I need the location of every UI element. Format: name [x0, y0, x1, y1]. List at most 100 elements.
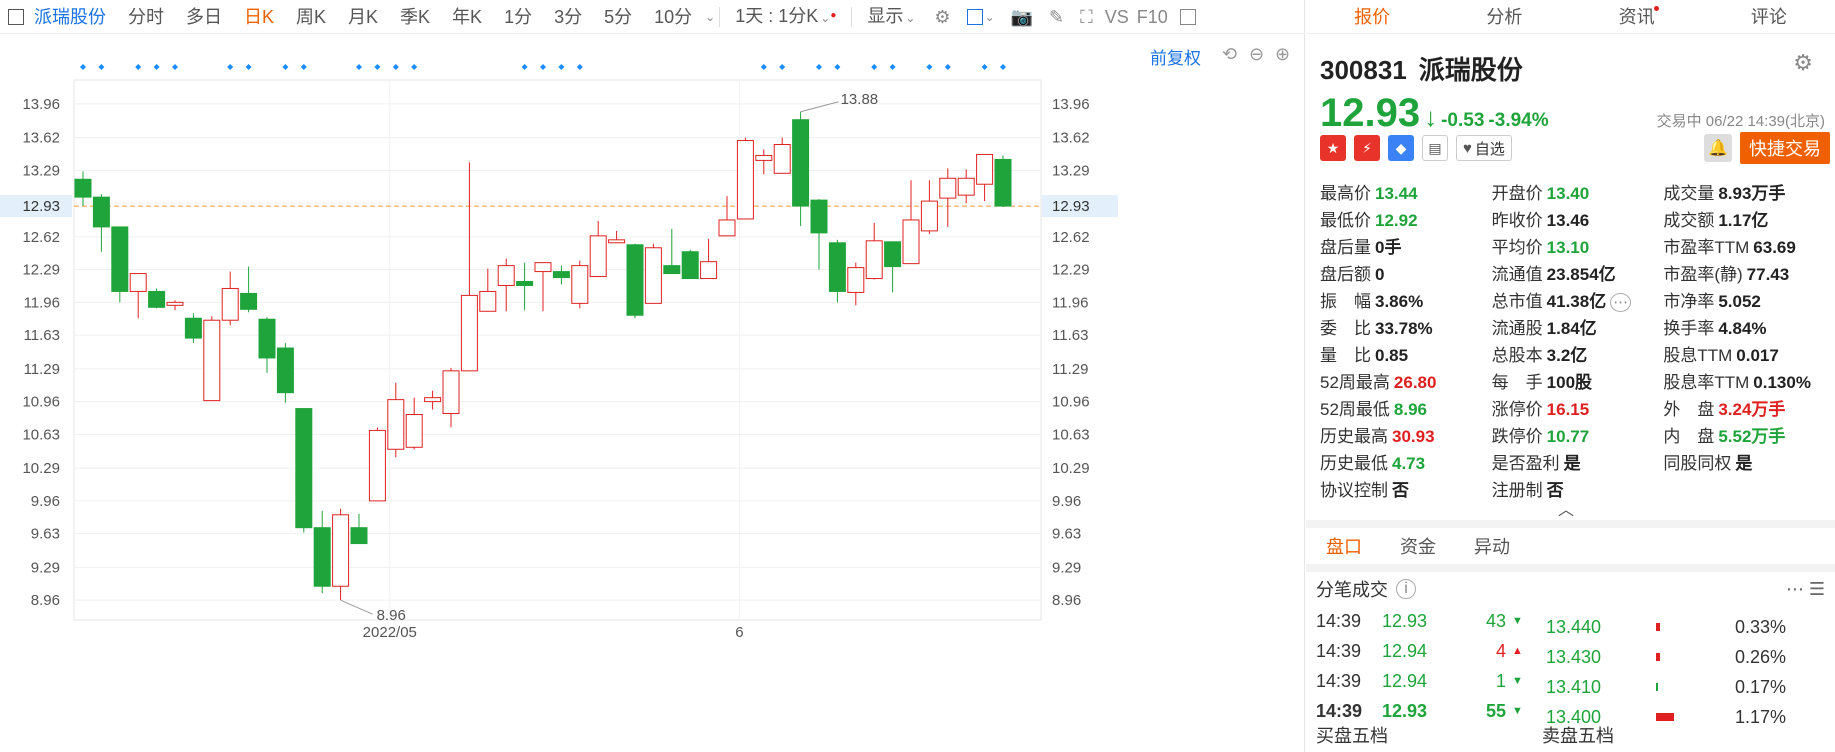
y-tick-label-left: 10.63: [22, 426, 60, 443]
pencil-icon[interactable]: ✎: [1049, 6, 1065, 27]
tab-analysis[interactable]: 分析: [1438, 0, 1570, 33]
event-marker: [521, 64, 528, 70]
toolbar-item-monthly-k[interactable]: 月K: [348, 6, 379, 27]
buy-book-title: 买盘五档: [1316, 726, 1388, 746]
stat-value: 12.92: [1375, 211, 1418, 230]
candle-body: [663, 265, 681, 275]
vs-button[interactable]: VS: [1104, 6, 1129, 27]
candle-body: [387, 399, 405, 450]
zoom-out-icon[interactable]: ⊖: [1249, 44, 1265, 64]
stat-cell: 涨停价 16.15: [1492, 395, 1664, 420]
stat-key: 流通股: [1491, 319, 1543, 338]
info-icon[interactable]: i: [1396, 579, 1416, 599]
depth-bar: [1656, 623, 1660, 631]
current-price-badge-left: [0, 195, 72, 218]
period-select[interactable]: 1天 : 1分K ⌄●: [724, 0, 847, 35]
undo-icon[interactable]: ⟲: [1222, 44, 1238, 64]
y-tick-label-left: 12.62: [22, 229, 60, 246]
toolbar-item-weekly-k[interactable]: 周K: [296, 6, 327, 27]
price-row: 12.93 ↓ -0.53 -3.94% 交易中 06/22 14:39(北京): [1320, 91, 1825, 136]
stat-cell: 振 幅 3.86%: [1320, 287, 1492, 312]
toolbar-item-10min[interactable]: 10分: [654, 6, 693, 27]
candle-body: [240, 292, 258, 310]
toolbar-item-intraday[interactable]: 分时: [128, 6, 164, 27]
event-marker: [227, 64, 234, 70]
y-tick-label-right: 11.96: [1052, 294, 1088, 311]
settings-gear-icon[interactable]: ⚙: [1793, 50, 1813, 75]
tick-price: 12.94: [1382, 670, 1428, 691]
toolbar-item-multiday[interactable]: 多日: [186, 6, 222, 27]
y-tick-label-left: 13.62: [22, 130, 60, 147]
y-tick-label-right: 12.62: [1052, 229, 1090, 246]
tab-news[interactable]: 资讯: [1571, 0, 1703, 33]
stat-value: 是: [1735, 454, 1753, 473]
y-tick-label-right: 12.29: [1052, 262, 1090, 279]
tick-time: 14:39: [1316, 610, 1362, 631]
chevron-down-icon[interactable]: ⌄: [705, 9, 716, 24]
y-tick-label-left: 8.96: [31, 592, 60, 609]
y-tick-label-left: 11.96: [24, 294, 60, 311]
tick-volume: 4: [1495, 640, 1506, 661]
gear-icon[interactable]: ⚙: [934, 6, 951, 27]
bookmark-icon[interactable]: ▤: [1422, 135, 1448, 161]
stat-value: 23.854亿: [1546, 265, 1616, 284]
candle-body: [920, 200, 938, 232]
stat-key: 历史最高: [1320, 427, 1388, 446]
more-icon[interactable]: ⋯: [1610, 293, 1632, 312]
camera-icon[interactable]: 📷: [1010, 6, 1034, 27]
quick-trade-button[interactable]: 快捷交易: [1740, 132, 1830, 164]
candlestick-chart[interactable]: 13.9613.9613.6213.6213.2913.2912.9612.96…: [0, 62, 1305, 752]
y-tick-label-right: 8.96: [1052, 592, 1081, 609]
restore-rights-toggle[interactable]: 前复权: [1150, 49, 1201, 68]
y-tick-label-right: 13.29: [1052, 162, 1090, 179]
chevron-down-icon: ⌄: [905, 10, 916, 25]
more-icon[interactable]: ⋯ ☰: [1785, 578, 1825, 599]
event-marker: [834, 64, 841, 70]
stat-value: 10.77: [1546, 427, 1590, 446]
stat-cell: [1663, 479, 1835, 499]
stat-value: 5.52万手: [1718, 427, 1786, 446]
chart-panel: 派瑞股份 分时 多日 日K 周K 月K 季K 年K 1分 3分 5分 10分 ⌄…: [0, 0, 1305, 752]
depth-bar: [1656, 683, 1658, 691]
add-watchlist-button[interactable]: ♥ 自选: [1456, 135, 1512, 161]
stat-cell: 委 比 33.78%: [1320, 314, 1492, 339]
toolbar-item-3min[interactable]: 3分: [554, 6, 583, 27]
tab-fund-flow[interactable]: 资金: [1400, 537, 1436, 557]
y-tick-label-left: 11.29: [24, 361, 60, 378]
toolbar-item-1min[interactable]: 1分: [504, 6, 533, 27]
toolbar-item-quarterly-k[interactable]: 季K: [400, 6, 431, 27]
toolbar-item-yearly-k[interactable]: 年K: [452, 6, 483, 27]
toolbar-item-5min[interactable]: 5分: [604, 6, 633, 27]
fullscreen-icon[interactable]: ⛶: [1080, 6, 1093, 27]
toolbar-item-daily-k[interactable]: 日K: [244, 6, 275, 27]
square-outline-icon[interactable]: ⌄: [959, 0, 1003, 34]
y-tick-label-right: 10.96: [1052, 394, 1090, 411]
stats-row: 振 幅 3.86% 总市值 41.38亿 ⋯ 市净率 5.052: [1320, 286, 1835, 313]
sidebar-toggle-icon[interactable]: [8, 8, 24, 25]
y-tick-label-left: 9.63: [31, 526, 60, 543]
lightning-icon[interactable]: ⚡: [1354, 135, 1380, 161]
stats-row: 量 比 0.85 总股本 3.2亿 股息TTM 0.017: [1320, 340, 1835, 367]
f10-button[interactable]: F10: [1136, 6, 1168, 27]
event-marker: [392, 64, 399, 70]
depth-pct: 0.26%: [1734, 646, 1786, 667]
candle-body: [221, 287, 239, 321]
chevron-up-icon[interactable]: ︿: [1558, 502, 1575, 519]
stat-cell: 最高价 13.44: [1320, 179, 1492, 204]
tab-comments[interactable]: 评论: [1703, 0, 1835, 33]
zoom-in-icon[interactable]: ⊕: [1275, 44, 1291, 64]
china-flag-icon[interactable]: ★: [1320, 135, 1346, 161]
tab-orderbook[interactable]: 盘口: [1326, 537, 1362, 557]
tag-icon[interactable]: ◆: [1388, 135, 1414, 161]
tab-movement[interactable]: 异动: [1474, 537, 1510, 557]
heart-icon: ♥: [1463, 139, 1472, 157]
candle-body: [350, 527, 368, 545]
toolbar-item-stock-name[interactable]: 派瑞股份: [34, 6, 106, 27]
panel-toggle-icon[interactable]: [1172, 8, 1204, 25]
display-menu[interactable]: 显示 ⌄: [856, 0, 926, 35]
bell-icon[interactable]: 🔔: [1704, 134, 1732, 162]
tab-quote[interactable]: 报价: [1306, 0, 1438, 33]
stats-row: 52周最高 26.80 每 手 100股 股息率TTM 0.130%: [1320, 367, 1835, 394]
arrow-down-icon: ▼: [1512, 615, 1523, 627]
add-watchlist-label: 自选: [1474, 140, 1505, 158]
